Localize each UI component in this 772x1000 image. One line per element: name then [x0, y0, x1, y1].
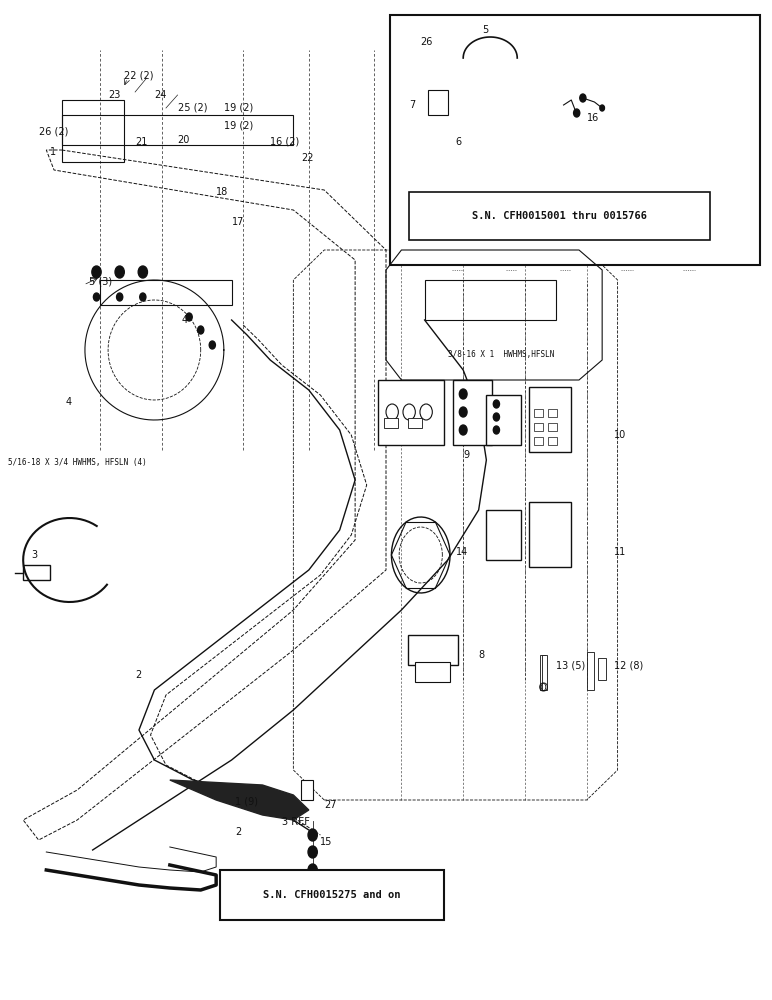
Text: 15: 15: [320, 837, 333, 847]
Circle shape: [186, 313, 192, 321]
Text: 21: 21: [135, 137, 147, 147]
Circle shape: [92, 266, 101, 278]
Text: 2: 2: [235, 827, 242, 837]
Bar: [540, 655, 545, 690]
Text: 1 (9): 1 (9): [235, 797, 259, 807]
Circle shape: [93, 293, 100, 301]
Text: 5: 5: [482, 25, 489, 35]
Bar: [378, 380, 444, 445]
Bar: [598, 658, 606, 680]
Circle shape: [209, 341, 215, 349]
Text: 16: 16: [587, 113, 599, 123]
Text: 23: 23: [108, 90, 120, 100]
Text: 8: 8: [479, 650, 485, 660]
Text: 7: 7: [409, 100, 415, 110]
Circle shape: [138, 266, 147, 278]
Text: 4: 4: [181, 315, 188, 325]
Circle shape: [308, 846, 317, 858]
Circle shape: [308, 864, 317, 876]
Circle shape: [198, 326, 204, 334]
Text: 26: 26: [421, 37, 433, 47]
Circle shape: [459, 407, 467, 417]
Text: 1: 1: [50, 147, 56, 157]
Circle shape: [308, 829, 317, 841]
Text: 3/8-16 X 1  HWHMS,HFSLN: 3/8-16 X 1 HWHMS,HFSLN: [448, 351, 554, 360]
Text: 3 REF: 3 REF: [282, 817, 310, 827]
Bar: [301, 780, 313, 800]
Text: 25 (2): 25 (2): [178, 102, 207, 112]
Bar: [534, 423, 543, 431]
Circle shape: [493, 413, 499, 421]
FancyBboxPatch shape: [390, 15, 760, 265]
Circle shape: [117, 293, 123, 301]
Bar: [548, 423, 557, 431]
Circle shape: [600, 105, 604, 111]
Bar: [534, 437, 543, 445]
Bar: [408, 635, 458, 665]
Text: 17: 17: [232, 217, 244, 227]
Text: 14: 14: [455, 547, 468, 557]
Bar: [548, 409, 557, 417]
Circle shape: [580, 94, 586, 102]
Text: 16 (2): 16 (2): [270, 137, 300, 147]
Polygon shape: [170, 780, 309, 820]
Text: 18: 18: [216, 187, 229, 197]
Text: 19 (2): 19 (2): [224, 102, 253, 112]
Bar: [529, 387, 571, 452]
Text: 5 (3): 5 (3): [89, 277, 112, 287]
Text: 9: 9: [463, 450, 469, 460]
Bar: [384, 418, 398, 428]
Bar: [542, 655, 547, 690]
FancyBboxPatch shape: [409, 192, 710, 240]
Text: 6: 6: [455, 137, 462, 147]
Text: 12 (8): 12 (8): [614, 660, 643, 670]
Bar: [408, 418, 422, 428]
Bar: [548, 437, 557, 445]
Text: 13 (5): 13 (5): [556, 660, 585, 670]
Text: 27: 27: [324, 800, 337, 810]
Bar: [486, 395, 521, 445]
Bar: [529, 502, 571, 567]
Circle shape: [493, 426, 499, 434]
Text: S.N. CFH0015001 thru 0015766: S.N. CFH0015001 thru 0015766: [472, 211, 647, 221]
Text: 10: 10: [614, 430, 626, 440]
Text: 2: 2: [135, 670, 141, 680]
Text: 20: 20: [178, 135, 190, 145]
Text: 24: 24: [154, 90, 167, 100]
Bar: [486, 510, 521, 560]
Text: 5/16-18 X 3/4 HWHMS, HFSLN (4): 5/16-18 X 3/4 HWHMS, HFSLN (4): [8, 458, 147, 466]
Bar: [415, 662, 450, 682]
Text: 22 (2): 22 (2): [124, 70, 153, 80]
Circle shape: [459, 425, 467, 435]
Text: 22: 22: [301, 153, 313, 163]
Text: 4: 4: [66, 397, 72, 407]
Text: S.N. CFH0015275 and on: S.N. CFH0015275 and on: [263, 890, 401, 900]
Circle shape: [574, 109, 580, 117]
Text: 11: 11: [614, 547, 626, 557]
Circle shape: [493, 400, 499, 408]
FancyBboxPatch shape: [220, 870, 444, 920]
Circle shape: [140, 293, 146, 301]
Text: 3: 3: [31, 550, 37, 560]
Bar: [453, 380, 492, 445]
Bar: [587, 652, 594, 690]
Bar: [534, 409, 543, 417]
Bar: [428, 90, 448, 115]
Circle shape: [115, 266, 124, 278]
Text: 26 (2): 26 (2): [39, 127, 68, 137]
Circle shape: [459, 389, 467, 399]
Text: 19 (2): 19 (2): [224, 120, 253, 130]
